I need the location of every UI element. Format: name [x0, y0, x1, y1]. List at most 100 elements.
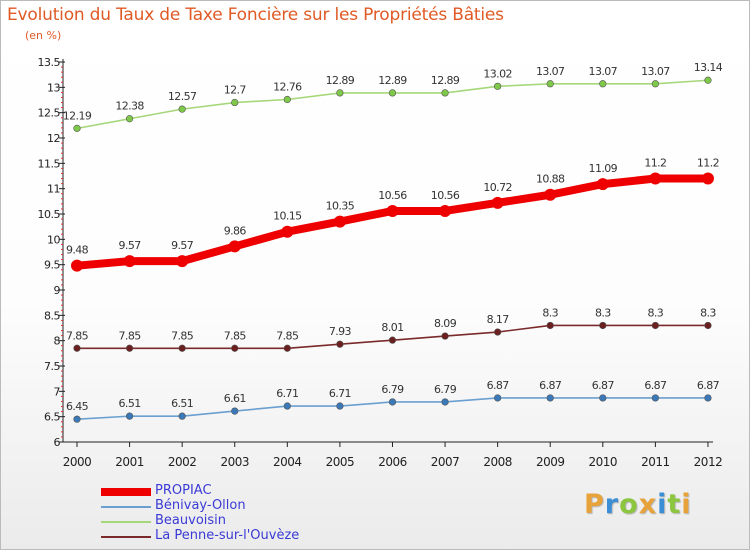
data-label: 8.3 [542, 306, 558, 319]
data-point [336, 402, 344, 410]
y-tick-label: 8.5 [44, 309, 60, 322]
data-point [178, 105, 186, 113]
y-tick-label: 12 [47, 132, 60, 145]
data-point [228, 240, 241, 253]
x-tick-label: 2012 [694, 455, 723, 469]
data-point [544, 188, 557, 201]
data-point [649, 172, 662, 185]
chart-title: Evolution du Taux de Taxe Foncière sur l… [7, 5, 504, 25]
x-tick-label: 2009 [536, 455, 565, 469]
x-tick-label: 2006 [378, 455, 407, 469]
data-label: 10.88 [536, 173, 565, 186]
data-label: 10.56 [431, 189, 460, 202]
data-label: 8.17 [487, 313, 510, 326]
data-point [441, 332, 449, 340]
data-point [441, 398, 449, 406]
data-point [281, 225, 294, 238]
data-point [73, 124, 81, 132]
legend-swatch [101, 488, 151, 496]
x-tick-label: 2004 [273, 455, 302, 469]
data-point [125, 115, 134, 123]
data-label: 13.07 [536, 65, 565, 78]
x-tick-label: 2001 [115, 455, 144, 469]
logo-letter: P [584, 489, 605, 520]
logo-letter: i [681, 489, 692, 520]
data-point [494, 394, 502, 402]
y-tick-label: 11 [47, 183, 60, 196]
x-tick-label: 2000 [63, 455, 92, 469]
data-point [701, 172, 714, 185]
y-tick-label: 7 [54, 385, 61, 398]
series-points [71, 76, 714, 423]
data-label: 7.85 [224, 329, 247, 342]
data-point [388, 89, 397, 97]
data-point [494, 82, 502, 90]
logo-letter: r [604, 489, 620, 520]
data-label: 12.57 [168, 90, 197, 103]
x-tick-label: 2011 [641, 455, 670, 469]
data-label: 12.76 [273, 80, 302, 93]
data-label: 11.2 [697, 157, 719, 170]
y-tick-label: 9.5 [44, 259, 60, 272]
y-tick-label: 10 [47, 233, 60, 246]
data-point [491, 196, 504, 209]
x-tick-label: 2007 [431, 455, 460, 469]
data-point [178, 344, 186, 352]
legend-label: PROPIAC [155, 483, 212, 498]
data-label: 6.87 [487, 379, 510, 392]
series-line [76, 79, 709, 130]
data-point [546, 80, 554, 88]
data-point [439, 204, 452, 217]
y-tick-label: 13.5 [38, 56, 61, 69]
data-point [333, 215, 346, 228]
data-label: 6.79 [434, 383, 457, 396]
data-label: 9.57 [119, 239, 142, 252]
x-tick-label: 2008 [483, 455, 512, 469]
chart-subtitle: (en %) [25, 29, 62, 42]
data-label: 6.71 [329, 387, 351, 400]
chart-axes: 6 6.5 7 7.5 8 8.5 9 9.5 10 10.5 11 11.5 12 12.5 13 13.5… [38, 56, 723, 469]
data-point [651, 321, 659, 330]
y-tick-label: 11.5 [38, 157, 61, 170]
y-tick-label: 13 [47, 81, 60, 94]
data-label: 11.09 [589, 162, 618, 175]
logo-letter: o [619, 489, 639, 520]
series-data-labels: 6.45 6.51 6.51 6.61 6.71 6.71 6.79 6.79 6.87 6.87… [63, 61, 724, 413]
data-point [651, 80, 659, 88]
data-label: 13.07 [641, 65, 670, 78]
y-tick-label: 9 [54, 284, 61, 297]
data-label: 13.14 [694, 61, 723, 74]
data-label: 7.85 [171, 329, 194, 342]
data-label: 9.57 [171, 239, 194, 252]
x-tick-label: 2002 [168, 455, 197, 469]
logo-letter: t [667, 489, 682, 520]
legend-swatch [101, 536, 151, 538]
logo-letter: x [638, 489, 658, 520]
data-label: 10.15 [273, 210, 302, 223]
data-label: 12.89 [326, 74, 355, 87]
data-label: 13.02 [483, 67, 512, 80]
data-label: 9.48 [66, 244, 89, 257]
logo-letter: i [657, 489, 668, 520]
data-label: 12.19 [63, 109, 92, 122]
data-label: 6.87 [644, 379, 667, 392]
data-label: 12.7 [224, 84, 247, 97]
data-label: 6.71 [276, 387, 298, 400]
data-point [71, 259, 83, 272]
data-point [283, 95, 291, 104]
data-label: 10.35 [326, 200, 355, 213]
data-point [231, 344, 239, 352]
data-point [125, 344, 134, 352]
proxiti-logo: Proxiti [584, 489, 692, 520]
data-label: 13.07 [589, 65, 618, 78]
data-point [388, 398, 397, 406]
data-point [73, 344, 81, 352]
data-label: 6.79 [381, 383, 404, 396]
data-label: 12.89 [378, 74, 407, 87]
data-label: 12.89 [431, 74, 460, 87]
data-label: 6.45 [66, 400, 89, 413]
data-label: 7.85 [276, 329, 299, 342]
data-point [178, 412, 186, 420]
